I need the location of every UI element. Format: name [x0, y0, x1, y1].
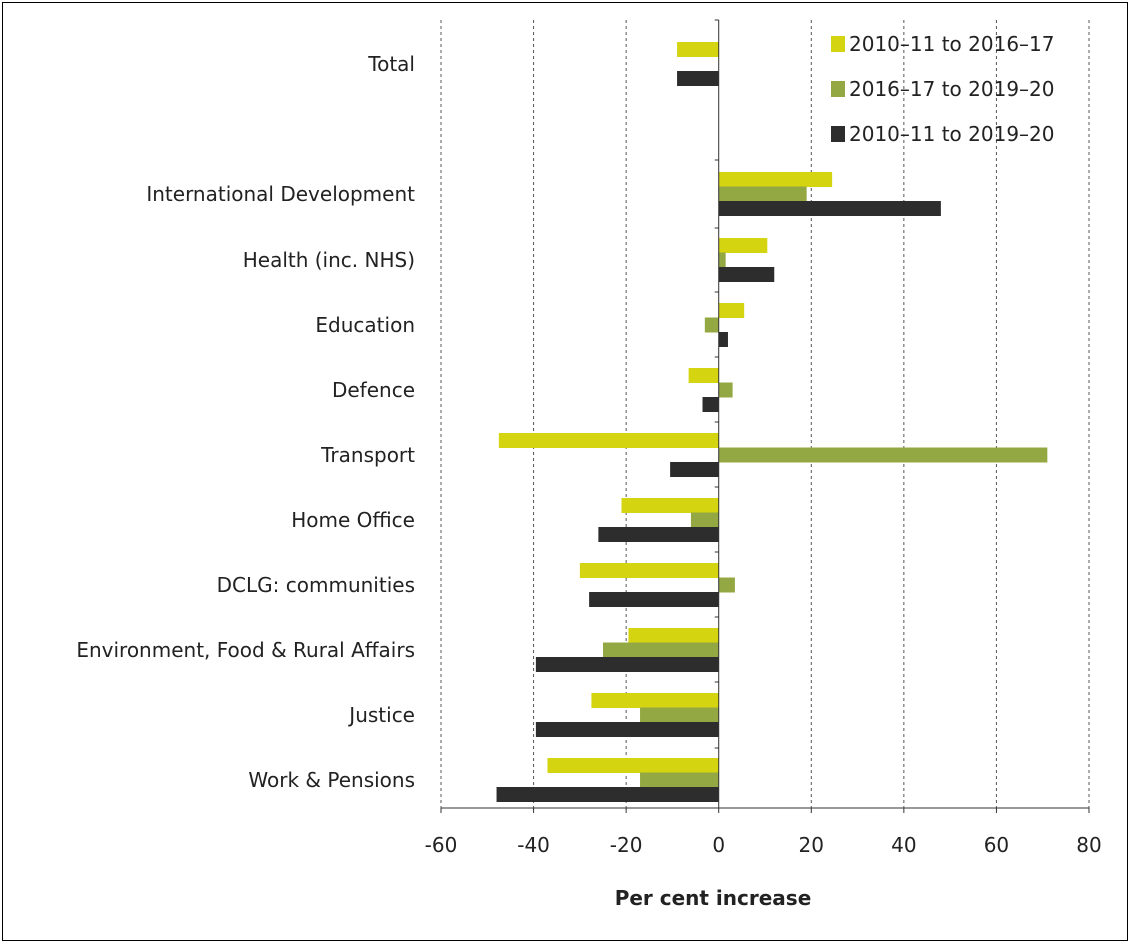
- bar: [677, 71, 719, 86]
- bar: [496, 787, 719, 802]
- bar: [718, 186, 807, 202]
- bar: [718, 303, 745, 318]
- x-tick-label: -60: [425, 833, 458, 857]
- x-tick-label: 60: [984, 833, 1009, 857]
- axes: [440, 19, 1090, 813]
- bar: [628, 628, 719, 643]
- bar: [718, 332, 728, 347]
- bar: [535, 722, 719, 737]
- legend-label: 2010–11 to 2019–20: [849, 122, 1055, 146]
- category-label: Work & Pensions: [248, 768, 415, 792]
- category-label: DCLG: communities: [217, 573, 415, 597]
- legend-swatch: [831, 81, 845, 97]
- category-label: International Development: [146, 182, 415, 206]
- bar: [591, 693, 719, 708]
- bar: [589, 592, 719, 607]
- bar: [640, 707, 719, 723]
- bars: [496, 42, 1048, 802]
- bar: [690, 512, 719, 528]
- x-axis-title: Per cent increase: [615, 886, 812, 910]
- bar: [718, 238, 768, 253]
- legend-label: 2016–17 to 2019–20: [849, 77, 1055, 101]
- category-label: Defence: [332, 378, 415, 402]
- bar: [579, 563, 719, 578]
- category-label: Total: [367, 52, 415, 76]
- category-label: Education: [315, 313, 415, 337]
- x-tick-label: -20: [610, 833, 643, 857]
- bar: [498, 433, 719, 448]
- bar: [718, 201, 941, 216]
- bar: [718, 447, 1048, 463]
- bar: [670, 462, 719, 477]
- gridlines: [440, 20, 1090, 808]
- category-label: Transport: [320, 443, 415, 467]
- bar: [688, 368, 719, 383]
- legend-label: 2010–11 to 2016–17: [849, 32, 1055, 56]
- x-tick-labels: -60 -40 -20 0 20 40 60 80: [425, 833, 1102, 857]
- bar: [621, 498, 719, 513]
- x-tick-label: -40: [517, 833, 550, 857]
- category-label: Health (inc. NHS): [243, 248, 415, 272]
- legend-swatch: [831, 126, 845, 142]
- bar: [677, 42, 719, 57]
- category-label: Justice: [347, 703, 415, 727]
- x-tick-label: 20: [799, 833, 824, 857]
- x-tick-label: 40: [891, 833, 916, 857]
- bar: [718, 267, 775, 282]
- bar: [640, 772, 719, 788]
- bar: [598, 527, 719, 542]
- legend: 2010–11 to 2016–17 2016–17 to 2019–20 2010…: [831, 32, 1055, 146]
- bar: [547, 758, 719, 773]
- bar: [718, 382, 733, 398]
- bar: [704, 317, 719, 333]
- category-label: Home Office: [291, 508, 415, 532]
- bar: [718, 252, 726, 268]
- x-tick-label: 80: [1076, 833, 1101, 857]
- bar: [535, 657, 719, 672]
- bar: [603, 642, 719, 658]
- legend-swatch: [831, 36, 845, 52]
- bar: [718, 172, 833, 187]
- category-labels: Total International Development Health (in…: [76, 52, 415, 792]
- x-tick-label: 0: [712, 833, 725, 857]
- bar: [718, 577, 735, 593]
- bar: [702, 397, 719, 412]
- category-label: Environment, Food & Rural Affairs: [76, 638, 415, 662]
